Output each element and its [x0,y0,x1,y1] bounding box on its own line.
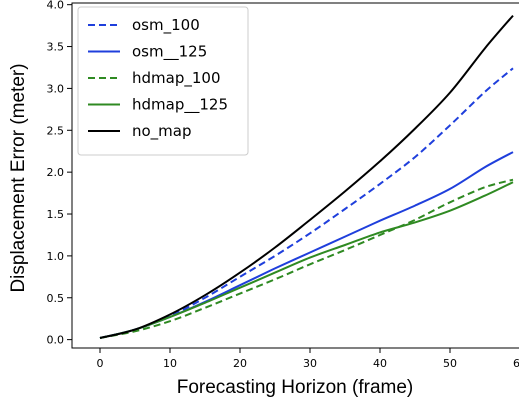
y-tick-label: 0.0 [47,334,65,347]
series-line-hdmap-125 [99,181,514,339]
legend-label: hdmap__125 [132,96,228,115]
legend-label: no_map [132,122,192,141]
series-line-no-map [99,14,514,339]
legend-box [77,6,249,156]
y-tick-label: 4.0 [47,0,65,12]
x-tick-label: 0 [97,357,104,370]
x-tick-label: 20 [233,357,247,370]
series-line-osm-100 [99,67,514,339]
y-tick-label: 3.5 [47,41,65,54]
y-tick-label: 0.5 [47,292,65,305]
plot-area: 0 10 20 30 40 50 60 0.0 0.5 1.0 1.5 2.0 2.5 3.0 3.5 4.0 [47,0,519,370]
y-tick-label: 2.5 [47,124,65,137]
legend-label: hdmap_100 [132,69,220,88]
x-tick-label: 10 [163,357,177,370]
x-tick-label: 40 [373,357,387,370]
x-tick-label: 50 [443,357,457,370]
x-tick-label: 60 [513,357,519,370]
y-tick-label: 1.5 [47,208,65,221]
y-tick-label: 1.0 [47,250,65,263]
series-line-hdmap-100 [99,178,514,339]
legend: osm_100 osm__125 hdmap_100 hdmap__125 no_map [77,6,249,156]
axes-frame [71,2,519,349]
y-tick-label: 3.0 [47,82,65,95]
y-tick-label: 2.0 [47,166,65,179]
x-axis-title: Forecasting Horizon (frame) [177,377,414,397]
x-tick-label: 30 [303,357,317,370]
legend-label: osm_100 [132,16,200,35]
y-axis-title: Displacement Error (meter) [8,63,29,292]
legend-label: osm__125 [132,43,207,62]
